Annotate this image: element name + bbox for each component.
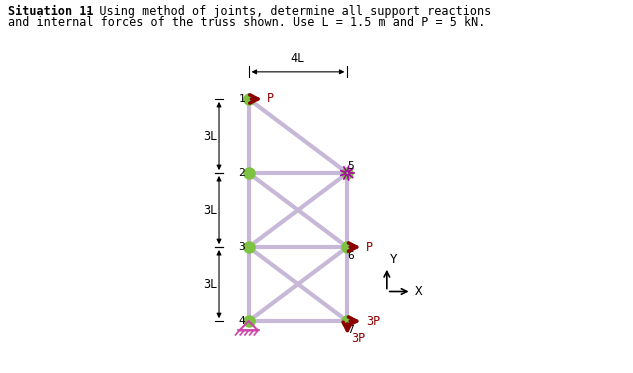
Text: P: P [267,93,274,106]
Text: 3: 3 [239,242,245,252]
Text: P: P [366,241,373,254]
Text: 6: 6 [347,251,354,261]
Text: 4: 4 [239,316,245,326]
Text: - Using method of joints, determine all support reactions: - Using method of joints, determine all … [78,5,491,18]
Text: Situation 11: Situation 11 [8,5,93,18]
Text: 3L: 3L [203,129,218,142]
Text: 4L: 4L [291,52,305,65]
Text: Y: Y [390,253,398,266]
Text: 2: 2 [239,168,245,178]
Text: 1: 1 [239,94,245,104]
Text: 3L: 3L [203,278,218,291]
Text: X: X [415,285,422,298]
Text: 3P: 3P [351,332,365,345]
Text: and internal forces of the truss shown. Use L = 1.5 m and P = 5 kN.: and internal forces of the truss shown. … [8,16,485,29]
Text: 3L: 3L [203,204,218,217]
Text: 5: 5 [347,161,354,171]
Text: 7: 7 [347,325,354,335]
Text: 3P: 3P [366,314,380,327]
